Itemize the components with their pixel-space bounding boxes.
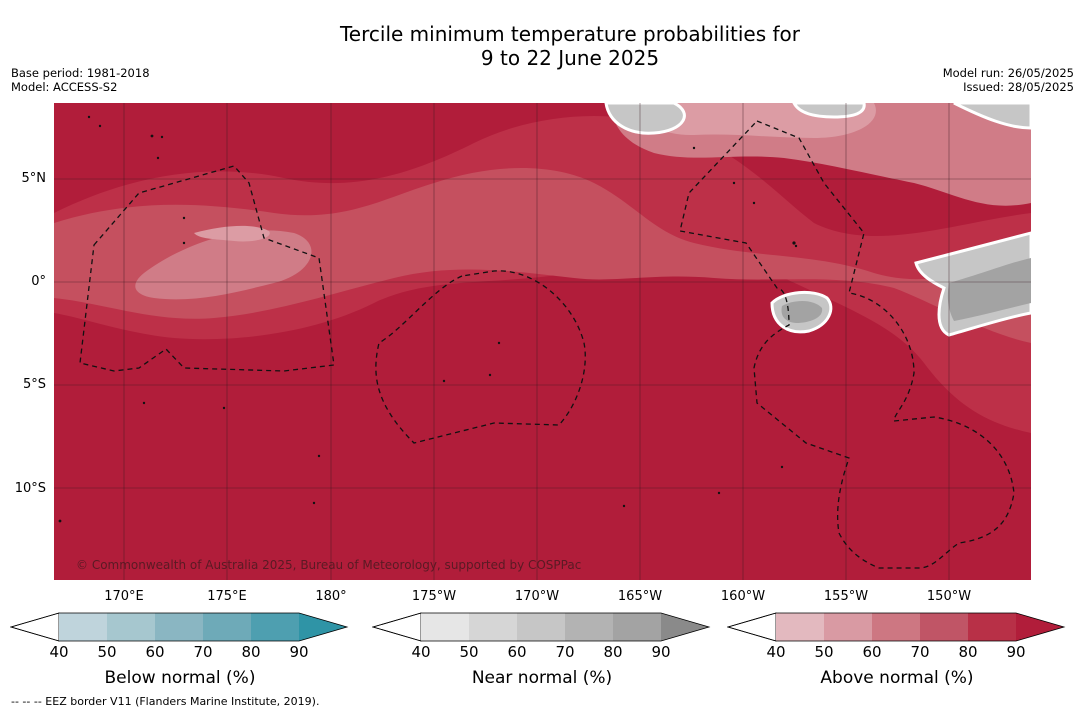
lon-label-155w: 155°W — [823, 589, 869, 604]
colorbar-below-seg-3 — [155, 613, 203, 641]
probability-map — [54, 103, 1031, 580]
cb-below-tick-40: 40 — [49, 643, 69, 661]
island-dots — [58, 115, 798, 523]
lon-label-160w: 160°W — [720, 589, 766, 604]
cb-below-tick-50: 50 — [97, 643, 117, 661]
credit-text: © Commonwealth of Australia 2025, Bureau… — [76, 558, 582, 572]
near-normal-north-3 — [953, 103, 1031, 130]
eez-border-kiribati-west — [79, 165, 335, 372]
cb-near-tick-60: 60 — [507, 643, 527, 661]
lon-label-175w: 175°W — [411, 589, 457, 604]
colorbar-near-seg-4 — [565, 613, 613, 641]
map-gridlines — [54, 103, 1031, 580]
colorbar-near-normal — [371, 612, 712, 642]
title-line-1: Tercile minimum temperature probabilitie… — [339, 22, 801, 46]
near-normal-north-1 — [604, 103, 686, 135]
colorbar-below-seg-4 — [203, 613, 251, 641]
lon-label-170w: 170°W — [514, 589, 560, 604]
colorbar-above-normal — [726, 612, 1067, 642]
cb-above-tick-70: 70 — [910, 643, 930, 661]
eez-border-tuvalu-area — [375, 270, 586, 444]
lon-label-170e: 170°E — [104, 589, 144, 604]
colorbar-near-seg-5 — [613, 613, 661, 641]
meta-left: Base period: 1981-2018 Model: ACCESS-S2 — [11, 66, 150, 94]
lon-label-150w: 150°W — [926, 589, 972, 604]
colorbar-above-max-arrow — [1016, 613, 1064, 641]
colorbar-below-normal — [9, 612, 350, 642]
cb-near-tick-40: 40 — [411, 643, 431, 661]
colorbar-below-seg-1 — [59, 613, 107, 641]
colorbar-above-svg — [726, 612, 1066, 642]
near-normal-east-dark — [947, 258, 1031, 321]
colorbar-near-seg-3 — [517, 613, 565, 641]
near-normal-centre-dark — [781, 300, 823, 323]
cb-below-tick-80: 80 — [241, 643, 261, 661]
cb-above-title: Above normal (%) — [820, 668, 974, 688]
cb-near-tick-50: 50 — [459, 643, 479, 661]
cb-near-title: Near normal (%) — [471, 668, 613, 688]
footer-eez-note: -- -- -- EEZ border V11 (Flanders Marine… — [11, 695, 320, 708]
colorbar-above-min-arrow — [726, 612, 777, 642]
eez-border-phoenix — [679, 120, 1015, 569]
cb-above-tick-80: 80 — [958, 643, 978, 661]
cb-above-tick-40: 40 — [766, 643, 786, 661]
colorbar-above-seg-4 — [920, 613, 968, 641]
cb-above-tick-60: 60 — [862, 643, 882, 661]
colorbar-below-svg — [9, 612, 349, 642]
title-line-2: 9 to 22 June 2025 — [480, 46, 660, 70]
lat-label-5n: 5°N — [21, 171, 47, 186]
colorbar-below-max-arrow — [299, 613, 347, 641]
colorbar-above-seg-1 — [776, 613, 824, 641]
colorbar-near-min-arrow — [371, 612, 422, 642]
model-run-text: Model run: 26/05/2025 — [942, 66, 1074, 80]
model-text: Model: ACCESS-S2 — [11, 80, 118, 94]
lat-label-0: 0° — [31, 274, 46, 289]
colorbar-below-min-arrow — [9, 612, 60, 642]
cb-near-tick-70: 70 — [555, 643, 575, 661]
cb-above-tick-50: 50 — [814, 643, 834, 661]
cb-below-title: Below normal (%) — [104, 668, 256, 688]
colorbar-near-seg-2 — [469, 613, 517, 641]
lon-label-175e: 175°E — [207, 589, 247, 604]
colorbar-above-seg-3 — [872, 613, 920, 641]
colorbar-near-seg-1 — [421, 613, 469, 641]
near-normal-north-2 — [792, 103, 866, 119]
lat-label-10s: 10°S — [14, 481, 46, 496]
cb-above-tick-90: 90 — [1006, 643, 1026, 661]
colorbar-above-seg-5 — [968, 613, 1016, 641]
above-50-blob-west — [194, 225, 270, 242]
cb-near-tick-80: 80 — [603, 643, 623, 661]
colorbar-below-seg-2 — [107, 613, 155, 641]
cb-below-tick-60: 60 — [145, 643, 165, 661]
map-svg — [54, 103, 1031, 580]
base-period-text: Base period: 1981-2018 — [11, 66, 150, 80]
lon-label-165w: 165°W — [617, 589, 663, 604]
chart-title: Tercile minimum temperature probabilitie… — [0, 22, 1085, 70]
lon-label-180: 180° — [315, 589, 347, 604]
eez-borders — [79, 120, 1015, 569]
issued-text: Issued: 28/05/2025 — [963, 80, 1074, 94]
cb-below-tick-90: 90 — [289, 643, 309, 661]
above-70-band — [54, 168, 1031, 343]
colorbar-near-svg — [371, 612, 711, 642]
colorbar-below-seg-5 — [251, 613, 299, 641]
cb-below-tick-70: 70 — [193, 643, 213, 661]
meta-right: Model run: 26/05/2025 Issued: 28/05/2025 — [943, 66, 1074, 94]
colorbar-near-max-arrow — [661, 613, 709, 641]
cb-near-tick-90: 90 — [651, 643, 671, 661]
lat-label-5s: 5°S — [22, 377, 46, 392]
colorbar-above-seg-2 — [824, 613, 872, 641]
above-80-band — [54, 115, 1031, 433]
